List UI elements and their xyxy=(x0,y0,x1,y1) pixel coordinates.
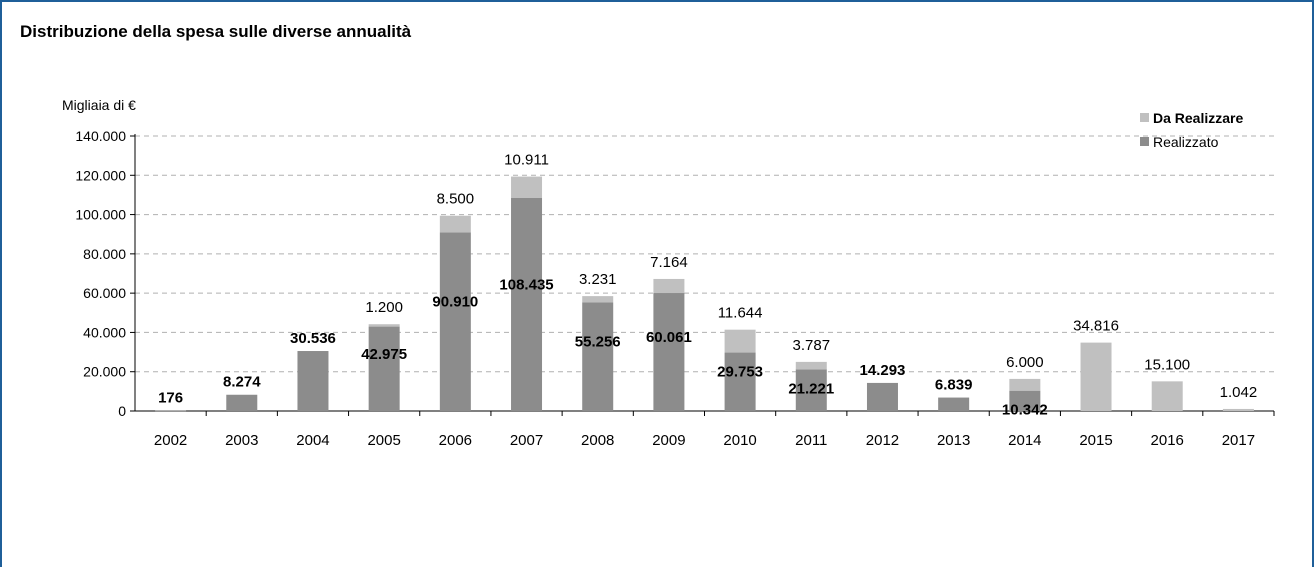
bar-da-realizzare xyxy=(1151,381,1183,411)
x-tick-label: 2015 xyxy=(1079,432,1112,449)
bar-realizzato xyxy=(653,293,685,411)
data-label-da-realizzare: 8.500 xyxy=(437,191,475,208)
x-tick-label: 2006 xyxy=(439,432,472,449)
bar-da-realizzare xyxy=(1222,408,1254,411)
x-tick-label: 2012 xyxy=(866,432,899,449)
bar-realizzato xyxy=(866,382,898,411)
bar-da-realizzare xyxy=(653,278,685,294)
bar-da-realizzare xyxy=(724,329,756,353)
data-label-realizzato: 60.061 xyxy=(646,329,692,346)
data-label-da-realizzare: 15.100 xyxy=(1144,356,1190,373)
y-tick-label: 0 xyxy=(118,403,126,419)
data-label-da-realizzare: 10.911 xyxy=(504,152,549,169)
bar-da-realizzare xyxy=(439,215,471,233)
data-label-da-realizzare: 7.164 xyxy=(650,254,688,271)
data-label-da-realizzare: 6.000 xyxy=(1006,354,1044,371)
data-label-realizzato: 29.753 xyxy=(717,364,763,381)
x-tick-label: 2017 xyxy=(1222,432,1255,449)
data-label-realizzato: 176 xyxy=(158,390,183,407)
bar-realizzato xyxy=(582,302,614,411)
data-label-realizzato: 108.435 xyxy=(499,277,553,294)
bar-da-realizzare xyxy=(1080,342,1112,411)
x-tick-label: 2005 xyxy=(367,432,400,449)
data-label-da-realizzare: 1.042 xyxy=(1220,384,1258,401)
data-label-realizzato: 30.536 xyxy=(290,330,336,347)
bar-realizzato xyxy=(724,352,756,411)
y-tick-label: 100.000 xyxy=(75,207,126,223)
bar-realizzato xyxy=(795,369,827,411)
x-tick-label: 2008 xyxy=(581,432,614,449)
x-tick-label: 2013 xyxy=(937,432,970,449)
chart-title: Distribuzione della spesa sulle diverse … xyxy=(20,22,412,41)
y-axis-label: Migliaia di € xyxy=(62,97,136,113)
y-tick-label: 20.000 xyxy=(83,364,126,380)
data-label-realizzato: 90.910 xyxy=(432,294,478,311)
data-label-realizzato: 6.839 xyxy=(935,377,973,394)
legend-label: Realizzato xyxy=(1153,134,1219,150)
bar-da-realizzare xyxy=(368,324,400,327)
bar-realizzato xyxy=(439,232,471,411)
data-label-realizzato: 21.221 xyxy=(788,380,834,397)
x-tick-label: 2016 xyxy=(1151,432,1184,449)
bar-da-realizzare xyxy=(582,296,614,303)
legend-swatch xyxy=(1140,137,1149,146)
data-label-realizzato: 8.274 xyxy=(223,374,261,391)
data-label-da-realizzare: 3.231 xyxy=(579,271,617,288)
y-tick-label: 80.000 xyxy=(83,246,126,262)
data-label-da-realizzare: 11.644 xyxy=(718,305,763,322)
data-label-realizzato: 42.975 xyxy=(361,346,407,363)
bar-da-realizzare xyxy=(795,361,827,370)
bar-realizzato xyxy=(511,198,543,411)
bar-realizzato xyxy=(938,397,970,411)
x-tick-label: 2014 xyxy=(1008,432,1041,449)
x-tick-label: 2002 xyxy=(154,432,187,449)
y-tick-label: 60.000 xyxy=(83,285,126,301)
x-tick-label: 2011 xyxy=(795,432,827,449)
data-label-da-realizzare: 3.787 xyxy=(793,337,831,354)
data-label-realizzato: 14.293 xyxy=(860,362,906,379)
x-tick-label: 2004 xyxy=(296,432,329,449)
bar-realizzato xyxy=(155,410,187,412)
data-label-da-realizzare: 34.816 xyxy=(1073,318,1119,335)
data-label-realizzato: 55.256 xyxy=(575,334,621,351)
legend-swatch xyxy=(1140,113,1149,122)
data-label-da-realizzare: 1.200 xyxy=(365,299,403,316)
x-tick-label: 2003 xyxy=(225,432,258,449)
y-tick-label: 140.000 xyxy=(75,128,126,144)
y-tick-label: 40.000 xyxy=(83,324,126,340)
legend-label: Da Realizzare xyxy=(1153,110,1243,126)
bar-realizzato xyxy=(297,351,329,411)
bar-realizzato xyxy=(1009,390,1041,411)
x-tick-label: 2010 xyxy=(723,432,756,449)
y-tick-label: 120.000 xyxy=(75,167,126,183)
bar-da-realizzare xyxy=(1009,378,1041,391)
bar-realizzato xyxy=(226,394,258,411)
bar-realizzato xyxy=(368,326,400,411)
x-tick-label: 2009 xyxy=(652,432,685,449)
data-label-realizzato: 10.342 xyxy=(1002,402,1048,419)
x-tick-label: 2007 xyxy=(510,432,543,449)
bar-da-realizzare xyxy=(511,176,543,199)
